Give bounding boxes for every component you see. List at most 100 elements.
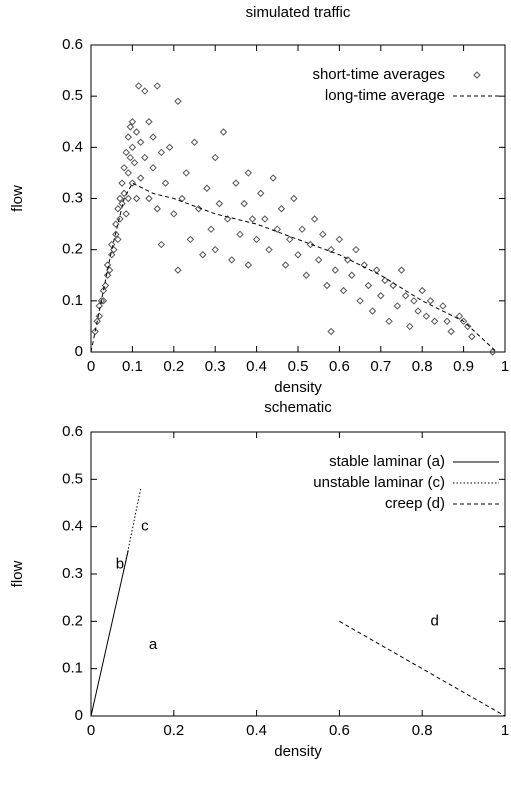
annotation: d: [430, 612, 438, 629]
scatter-point: [107, 251, 116, 259]
scatter-point: [120, 164, 128, 172]
scatter-point: [141, 87, 149, 95]
scatter-point: [397, 266, 406, 274]
scatter-point: [122, 148, 130, 157]
scatter-point: [352, 245, 360, 254]
scatter-point: [269, 174, 277, 182]
scatter-point: [319, 230, 327, 239]
legend-label: long-time average: [325, 87, 445, 104]
legend-label: unstable laminar (c): [313, 474, 445, 491]
scatter-point: [120, 189, 128, 198]
scatter-point: [97, 297, 106, 305]
annotation: a: [149, 636, 158, 653]
scatter-point: [464, 322, 472, 331]
scatter-point: [145, 194, 153, 203]
scatter-point: [165, 143, 174, 152]
scatter-point: [306, 240, 315, 249]
line: [339, 620, 506, 717]
scatter-point: [302, 271, 310, 279]
scatter-point: [310, 215, 319, 223]
scatter-point: [418, 286, 426, 295]
scatter-point: [124, 169, 132, 177]
scatter-point: [190, 138, 199, 146]
scatter-point: [277, 205, 286, 213]
scatter-point: [223, 215, 232, 223]
scatter-point: [112, 220, 120, 228]
scatter-point: [331, 266, 339, 274]
scatter-point: [261, 215, 269, 223]
scatter-point: [257, 189, 265, 198]
x-tick-label: 0: [87, 722, 95, 739]
chart-title: schematic: [264, 399, 332, 416]
scatter-point: [314, 256, 323, 264]
scatter-point: [132, 128, 141, 136]
scatter-point: [99, 286, 108, 295]
scatter-point: [228, 256, 236, 264]
scatter-point: [339, 286, 348, 295]
scatter-point: [422, 312, 431, 320]
chart-title: simulated traffic: [246, 4, 351, 21]
scatter-point: [161, 179, 170, 187]
scatter-point: [414, 307, 422, 315]
y-axis-label: flow: [9, 185, 26, 212]
y-tick-label: 0: [75, 707, 83, 724]
scatter-point: [381, 276, 389, 285]
scatter-point: [93, 317, 101, 326]
scatter-point: [149, 133, 157, 141]
scatter-point: [215, 199, 224, 208]
scatter-point: [393, 302, 402, 310]
scatter-point: [211, 245, 219, 254]
scatter-point: [286, 235, 294, 244]
scatter-point: [124, 133, 132, 141]
scatter-point: [327, 245, 335, 254]
legend-marker: [473, 71, 481, 79]
legend-label: short-time averages: [312, 66, 445, 83]
y-tick-label: 0.5: [62, 470, 83, 487]
y-tick-label: 0.1: [62, 660, 83, 677]
scatter-point: [114, 235, 122, 244]
scatter-point: [99, 297, 108, 305]
scatter-point: [153, 82, 161, 90]
x-tick-label: 0.6: [329, 358, 350, 375]
scatter-point: [199, 251, 207, 259]
scatter-point: [219, 128, 228, 136]
x-axis-label: density: [274, 743, 322, 760]
y-tick-label: 0.6: [62, 36, 83, 53]
scatter-point: [203, 184, 211, 192]
y-axis-label: flow: [9, 561, 26, 588]
scatter-point: [153, 205, 161, 213]
x-tick-label: 0.4: [246, 722, 267, 739]
scatter-point: [145, 118, 153, 126]
scatter-point: [298, 225, 306, 233]
x-tick-label: 1: [501, 358, 509, 375]
scatter-point: [488, 348, 497, 356]
scatter-point: [343, 256, 352, 264]
y-tick-label: 0: [75, 343, 83, 360]
y-tick-label: 0.5: [62, 87, 83, 104]
scatter-point: [182, 169, 190, 177]
y-tick-label: 0.3: [62, 189, 83, 206]
scatter-point: [130, 158, 139, 167]
legend-label: creep (d): [385, 495, 445, 512]
scatter-point: [157, 240, 166, 249]
scatter-point: [447, 327, 455, 336]
scatter-point: [116, 194, 124, 203]
scatter-point: [132, 194, 141, 203]
scatter-point: [290, 194, 298, 203]
scatter-point: [174, 266, 182, 274]
scatter-point: [128, 118, 137, 126]
x-tick-label: 0.1: [122, 358, 143, 375]
x-tick-label: 0.5: [288, 358, 309, 375]
scatter-point: [95, 312, 103, 320]
scatter-point: [211, 153, 219, 162]
y-tick-label: 0.6: [62, 423, 83, 440]
scatter-point: [410, 297, 418, 305]
scatter-point: [114, 205, 122, 213]
scatter-point: [323, 281, 331, 290]
annotation: b: [116, 556, 124, 573]
scatter-point: [356, 297, 364, 305]
scatter-point: [426, 297, 435, 305]
scatter-point: [126, 123, 135, 131]
y-tick-label: 0.1: [62, 292, 83, 309]
